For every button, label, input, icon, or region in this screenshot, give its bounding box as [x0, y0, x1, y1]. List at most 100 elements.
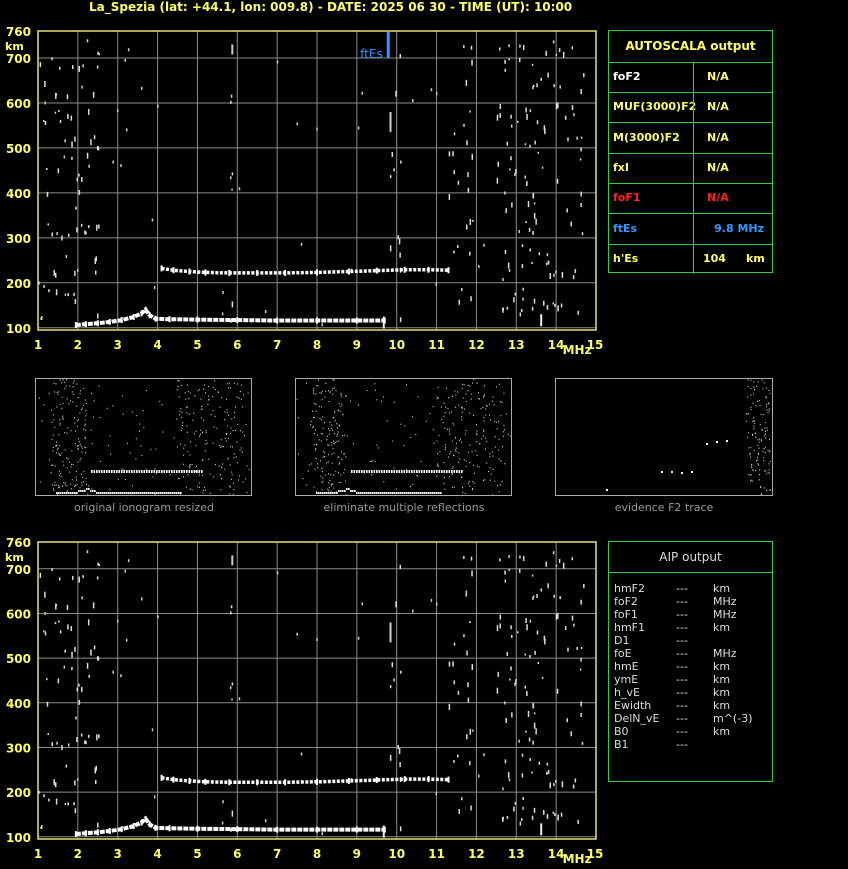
thumb-dot [78, 441, 80, 443]
thumb-dot [451, 467, 453, 469]
thumb-dot [182, 476, 184, 478]
thumb-dot [318, 406, 320, 408]
noise-dot [300, 752, 303, 756]
e-layer-trace [74, 815, 386, 838]
thumb-dot [72, 463, 74, 466]
thumb-dot [85, 452, 87, 454]
noise-dot [231, 698, 233, 701]
thumb-dot [59, 424, 61, 426]
x-tick-label: 5 [193, 847, 201, 861]
thumb-dot [316, 444, 318, 446]
thumb-dot [759, 441, 761, 443]
noise-dot [553, 783, 555, 787]
e-layer-trace [74, 306, 386, 329]
thumb-dot [386, 420, 388, 422]
thumb-dot [214, 415, 216, 417]
thumb-trace-dot [108, 470, 111, 473]
thumb-dot [62, 417, 64, 419]
aip-value: --- [676, 673, 688, 686]
thumb-trace-dot [148, 492, 150, 494]
thumb-dot [234, 406, 236, 408]
noise-dot [453, 759, 455, 763]
thumb-dot [498, 449, 500, 451]
thumb-dot [58, 487, 60, 489]
thumb-dot [308, 464, 310, 466]
noise-dot [541, 676, 544, 679]
noise-dot [521, 773, 524, 778]
thumb-dot [313, 432, 315, 435]
noise-dot [543, 300, 545, 306]
thumb-dot [112, 405, 114, 407]
thumb-trace-dot [186, 470, 188, 473]
thumb-dot [314, 402, 316, 405]
thumb-trace-dot [122, 492, 124, 494]
noise-dot [531, 574, 534, 577]
thumb-dot [476, 382, 478, 384]
thumb-dot [65, 482, 67, 484]
thumb-dot [416, 475, 418, 477]
thumb-dot [57, 493, 59, 495]
noise-dot [520, 308, 523, 312]
aip-value: --- [676, 686, 688, 699]
aip-param: hmF2 [614, 582, 646, 595]
noise-dot [40, 825, 43, 830]
autoscala-divider [693, 183, 694, 214]
thumb-trace-dot [386, 470, 388, 473]
noise-dot [529, 654, 531, 658]
thumb-dot [769, 489, 771, 492]
thumb-dot [85, 477, 87, 479]
thumb-dot [750, 408, 752, 411]
thumb-trace-dot [136, 492, 138, 494]
noise-dot [556, 688, 559, 694]
noise-dot [448, 703, 451, 710]
noise-dot [151, 218, 154, 222]
thumb-dot [245, 478, 247, 480]
noise-dot [300, 242, 303, 246]
thumb-dot [463, 459, 465, 461]
noise-dot [448, 193, 451, 200]
trace-point [96, 829, 99, 836]
noise-dot [529, 619, 532, 623]
thumb-dot [198, 482, 200, 484]
thumb-dot [492, 400, 494, 402]
thumb-dot [483, 396, 485, 398]
noise-dot [514, 682, 516, 686]
thumb-dot [236, 462, 238, 464]
thumb-dot [501, 401, 503, 404]
noise-dot [46, 191, 49, 197]
thumb-dot [76, 383, 78, 385]
thumb-dot [61, 396, 63, 398]
trace-point [148, 821, 151, 828]
trace-point [172, 776, 175, 783]
noise-dot [537, 661, 540, 664]
y-tick-label: 300 [6, 232, 31, 246]
thumb-trace-dot [418, 470, 421, 473]
noise-dot [540, 823, 543, 836]
thumb-dot [324, 422, 326, 424]
thumb-dot [332, 379, 334, 381]
noise-dot [48, 289, 50, 293]
noise-dot [56, 232, 58, 236]
y-tick-label: 100 [6, 831, 31, 845]
thumb-trace-dot [431, 470, 433, 473]
thumb-dot [492, 451, 494, 453]
thumb-dot [187, 450, 189, 453]
thumb-dot [338, 482, 340, 484]
thumb-dot [227, 437, 229, 440]
noise-dot [316, 637, 318, 641]
noise-dot [125, 128, 128, 132]
noise-dot [532, 703, 535, 709]
noise-dot [571, 46, 574, 50]
thumb-trace-dot [378, 470, 381, 473]
caption-f2: evidence F2 trace [614, 501, 714, 514]
noise-dot [557, 102, 559, 109]
thumb-dot [108, 444, 110, 447]
thumb-dot [306, 382, 308, 385]
thumb-dot [411, 416, 413, 418]
thumb-dot [455, 437, 457, 439]
x-tick-label: 6 [233, 847, 241, 861]
noise-dot [86, 39, 89, 43]
thumb-trace-dot [106, 492, 108, 494]
noise-dot [391, 152, 394, 158]
thumb-dot [56, 444, 58, 446]
